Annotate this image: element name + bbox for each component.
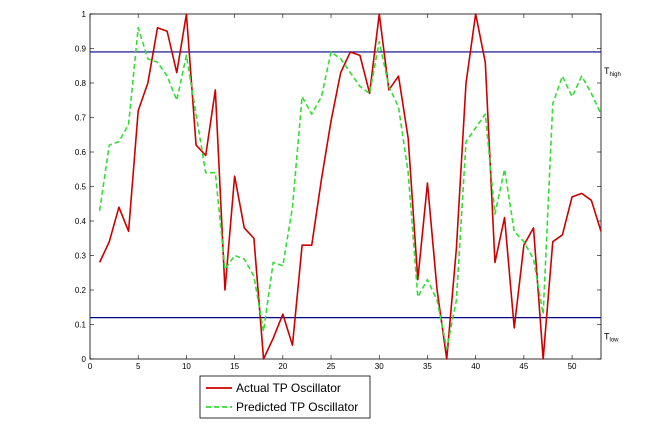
plot-area: 0 0.1 0.2 0.3 0.4 0.5 0.6 0.7 0.8 0.9 1 0 5 10 15 20 25… xyxy=(75,10,621,371)
y-tick-label: 1 xyxy=(82,10,87,19)
legend: Actual TP Oscillator Predicted TP Oscill… xyxy=(199,375,371,419)
x-tick-label: 25 xyxy=(327,362,336,371)
legend-box xyxy=(199,375,371,419)
y-tick-label: 0.9 xyxy=(75,45,87,54)
series-line-actual-tp-oscillator xyxy=(98,13,602,360)
x-tick-label: 5 xyxy=(136,362,141,371)
y-tick-label: 0.4 xyxy=(75,217,87,226)
x-tick-label: 40 xyxy=(471,362,480,371)
x-tick-label: 10 xyxy=(182,362,191,371)
x-axis: 0 5 10 15 20 25 30 35 40 45 50 xyxy=(88,14,577,371)
legend-label-actual: Actual TP Oscillator xyxy=(236,381,341,395)
reference-label-t-high: Thigh xyxy=(604,66,621,78)
reference-label-t-low: Tlow xyxy=(604,332,619,344)
x-tick-label: 50 xyxy=(568,362,577,371)
x-tick-label: 35 xyxy=(423,362,432,371)
x-tick-label: 0 xyxy=(88,362,93,371)
x-tick-label: 15 xyxy=(230,362,239,371)
legend-label-predicted: Predicted TP Oscillator xyxy=(236,400,358,414)
y-tick-label: 0.2 xyxy=(75,286,87,295)
x-tick-label: 30 xyxy=(375,362,384,371)
y-tick-label: 0.5 xyxy=(75,183,87,192)
axes-frame xyxy=(89,13,602,360)
series-line-predicted-tp-oscillator xyxy=(98,26,602,350)
y-tick-label: 0.6 xyxy=(75,148,87,157)
x-tick-label: 45 xyxy=(519,362,528,371)
series-layer xyxy=(98,13,602,360)
x-tick-label: 20 xyxy=(278,362,287,371)
y-tick-label: 0.3 xyxy=(75,252,87,261)
y-tick-label: 0.8 xyxy=(75,79,87,88)
y-tick-label: 0.7 xyxy=(75,114,87,123)
y-tick-label: 0.1 xyxy=(75,321,87,330)
y-tick-label: 0 xyxy=(82,355,87,364)
y-axis: 0 0.1 0.2 0.3 0.4 0.5 0.6 0.7 0.8 0.9 1 xyxy=(75,10,601,364)
